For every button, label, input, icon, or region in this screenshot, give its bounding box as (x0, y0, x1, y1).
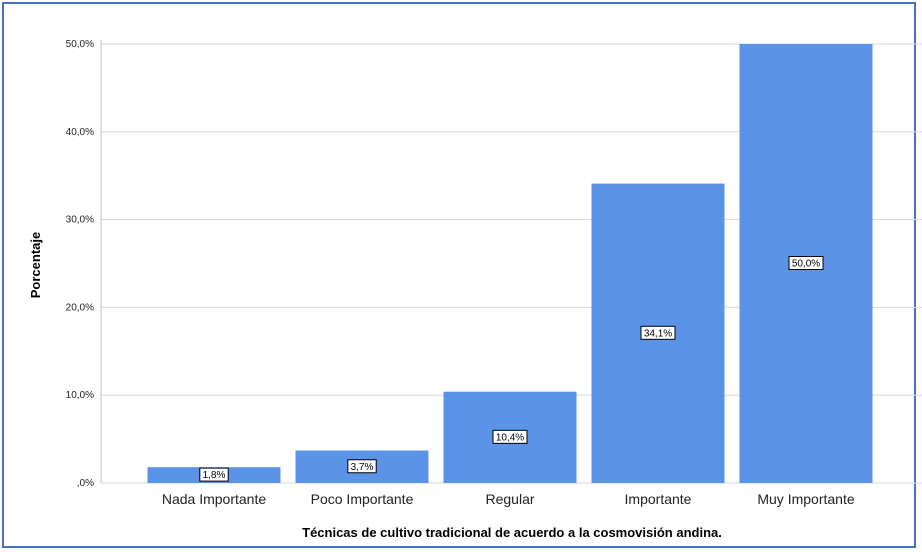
data-label: 34,1% (644, 328, 672, 339)
x-tick-label: Regular (485, 491, 534, 507)
x-axis-title: Técnicas de cultivo tradicional de acuer… (302, 525, 722, 540)
x-tick-label: Nada Importante (162, 491, 266, 507)
y-tick-label: 50,0% (66, 39, 94, 50)
x-tick-label: Poco Importante (311, 491, 414, 507)
y-tick-label: ,0% (77, 478, 94, 489)
x-tick-label: Muy Importante (757, 491, 854, 507)
y-tick-labels: ,0% 10,0% 20,0% 30,0% 40,0% 50,0% (66, 39, 94, 489)
data-label-box (199, 467, 229, 482)
data-label-box (788, 256, 824, 270)
data-label-box (640, 325, 676, 340)
x-tick-label: Importante (625, 491, 692, 507)
y-axis-title: Porcentaje (28, 232, 43, 298)
data-label-box (347, 459, 377, 474)
y-tick-label: 10,0% (66, 390, 94, 401)
data-label: 50,0% (792, 259, 820, 270)
data-label: 10,4% (496, 432, 524, 443)
y-tick-label: 40,0% (66, 127, 94, 138)
y-tick-label: 30,0% (66, 215, 94, 226)
x-tick-labels: Nada Importante Poco Importante Regular Imp… (162, 491, 855, 507)
data-label: 3,7% (351, 462, 374, 473)
data-labels: 1,8% 3,7% 10,4% 34,1% 50,0% (199, 256, 824, 482)
y-tick-label: 20,0% (66, 302, 94, 313)
data-label: 1,8% (203, 470, 226, 481)
bars (147, 44, 873, 484)
data-label-box (492, 429, 528, 444)
